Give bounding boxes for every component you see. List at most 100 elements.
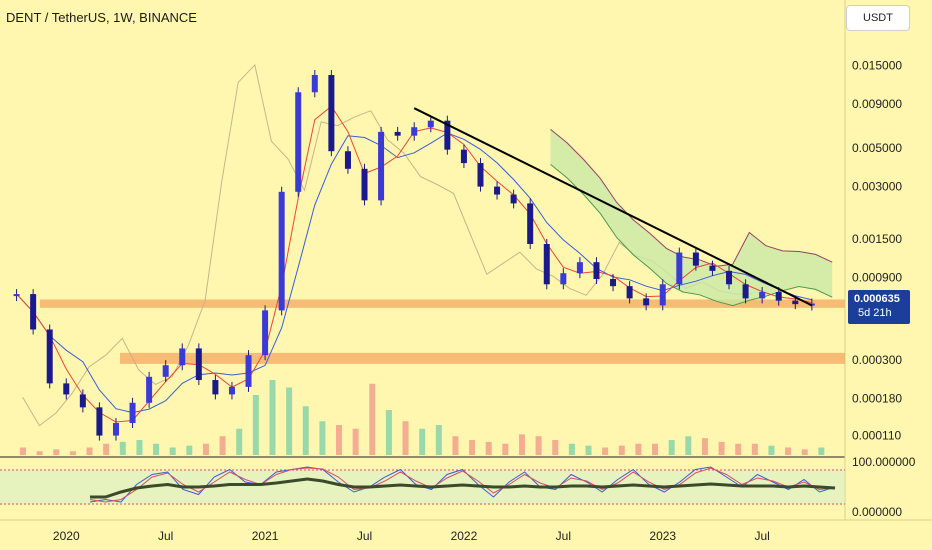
volume-bar: [219, 436, 226, 455]
y-tick-label: 0.000900: [852, 270, 902, 284]
candle-body: [13, 294, 20, 297]
bar-countdown: 5d 21h: [858, 307, 892, 319]
last-price-badge: 0.000635 5d 21h: [848, 290, 910, 324]
volume-bar: [735, 443, 742, 455]
resistance-trendline: [413, 107, 813, 307]
candle-body: [610, 278, 617, 287]
candle-body: [79, 394, 86, 408]
candle-body: [344, 151, 351, 169]
ichimoku-cloud: [550, 129, 833, 306]
candle-body: [179, 348, 186, 366]
volume-bar: [153, 443, 160, 455]
volume-bar: [768, 445, 775, 455]
volume-bar: [352, 428, 359, 455]
volume-bar: [685, 436, 692, 455]
volume-bar: [585, 445, 592, 455]
candle-body: [560, 273, 567, 285]
volume-bar: [20, 447, 26, 455]
candle-body: [676, 252, 683, 285]
x-tick-label: 2021: [252, 529, 279, 543]
volume-bar: [785, 447, 792, 455]
candle-body: [792, 300, 799, 305]
volume-bar: [319, 421, 326, 455]
candle-body: [626, 286, 633, 299]
volume-bar: [86, 447, 93, 455]
candle-body: [692, 252, 699, 266]
y-tick-label: 0.000110: [852, 429, 901, 443]
volume-bar: [286, 387, 293, 455]
volume-bar: [518, 434, 525, 455]
candle-body: [129, 402, 136, 424]
volume-bar: [751, 443, 758, 455]
candle-body: [643, 298, 650, 306]
volume-bar: [635, 443, 642, 455]
volume-bar: [452, 436, 459, 455]
senkou-span-b: [550, 129, 833, 267]
candle-body: [543, 244, 550, 285]
candle-body: [212, 380, 219, 395]
candle-body: [427, 120, 434, 128]
last-price: 0.000635: [854, 293, 900, 305]
candle-body: [444, 120, 451, 150]
currency-button[interactable]: USDT: [846, 5, 910, 31]
y-tick-label: 0.003000: [852, 180, 902, 194]
volume-bar: [236, 428, 243, 455]
candle-body: [726, 270, 733, 285]
volume-bar: [435, 425, 442, 455]
candle-body: [262, 310, 269, 356]
candle-body: [378, 131, 385, 201]
volume-bar: [485, 441, 492, 455]
candle-body: [295, 92, 302, 192]
volume-bar: [818, 447, 825, 455]
volume-bar: [202, 443, 209, 455]
candle-body: [411, 127, 418, 136]
senkou-span-a: [550, 164, 833, 307]
x-tick-label: 2020: [53, 529, 80, 543]
volume-bar: [568, 443, 575, 455]
volume-bar: [252, 395, 259, 455]
x-tick-label: Jul: [158, 529, 173, 543]
stoch-series-line: [89, 466, 836, 503]
volume-bar: [419, 428, 426, 455]
volume-bar: [36, 451, 43, 455]
volume-bar: [402, 421, 409, 455]
candle-body: [96, 407, 103, 436]
volume-bar: [369, 383, 376, 455]
volume-bar: [169, 447, 176, 455]
support-zone: [120, 352, 845, 364]
candle-body: [30, 294, 37, 330]
volume-bar: [718, 441, 725, 455]
volume-bar: [136, 440, 143, 455]
osc-y-tick-label: 0.000000: [852, 505, 902, 519]
candle-body: [742, 284, 749, 299]
candle-body: [775, 292, 782, 301]
candle-body: [328, 75, 335, 152]
volume-bar: [652, 443, 659, 455]
candle-body: [510, 194, 517, 204]
candle-body: [460, 149, 467, 164]
y-tick-label: 0.000300: [852, 353, 902, 367]
volume-bar: [469, 440, 476, 455]
y-tick-label: 0.005000: [852, 141, 902, 155]
candle-body: [63, 383, 70, 395]
volume-bar: [602, 447, 609, 455]
volume-bar: [502, 443, 509, 455]
candle-body: [162, 365, 169, 377]
candle-body: [195, 348, 202, 381]
y-tick-label: 0.015000: [852, 58, 902, 72]
x-tick-label: 2023: [649, 529, 676, 543]
candle-body: [112, 423, 119, 436]
x-tick-label: 2022: [451, 529, 478, 543]
volume-bar: [336, 425, 343, 455]
osc-y-tick-label: 100.000000: [852, 455, 916, 469]
candle-body: [46, 329, 53, 384]
chart-title: DENT / TetherUS, 1W, BINANCE: [6, 10, 197, 25]
volume-bar: [535, 436, 542, 455]
volume-bar: [552, 440, 559, 455]
candle-body: [709, 265, 716, 271]
candle-body: [245, 355, 252, 387]
volume-bar: [385, 410, 392, 455]
candle-body: [361, 168, 368, 201]
candle-body: [759, 292, 766, 299]
